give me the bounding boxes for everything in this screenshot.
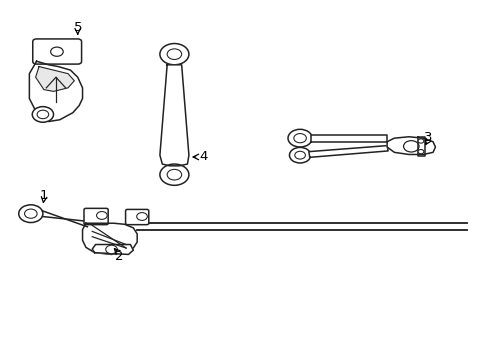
Circle shape [37,110,49,119]
Circle shape [167,49,181,59]
Circle shape [160,164,188,185]
FancyBboxPatch shape [84,208,108,225]
Circle shape [294,151,305,159]
Circle shape [287,129,311,147]
Circle shape [137,213,147,220]
Polygon shape [160,65,188,166]
FancyBboxPatch shape [33,39,81,64]
Circle shape [32,107,53,122]
Text: 4: 4 [199,150,207,163]
Polygon shape [36,67,74,91]
Text: 3: 3 [423,131,431,144]
Circle shape [19,205,43,222]
Polygon shape [308,145,387,157]
Text: 1: 1 [40,189,48,202]
Polygon shape [386,137,435,154]
Polygon shape [92,244,133,255]
Polygon shape [417,137,424,156]
Polygon shape [42,211,89,227]
Text: 5: 5 [73,21,82,34]
Circle shape [417,139,423,143]
Circle shape [293,134,306,143]
Polygon shape [82,223,137,255]
Polygon shape [137,223,466,230]
Circle shape [417,149,423,154]
Circle shape [105,245,117,254]
Circle shape [403,141,418,152]
Circle shape [167,169,181,180]
Circle shape [96,212,107,219]
Circle shape [289,147,310,163]
Circle shape [24,209,37,218]
Polygon shape [29,61,82,122]
Polygon shape [310,135,386,142]
Text: 2: 2 [114,250,123,263]
Circle shape [160,44,188,65]
FancyBboxPatch shape [125,210,148,225]
Circle shape [51,47,63,56]
